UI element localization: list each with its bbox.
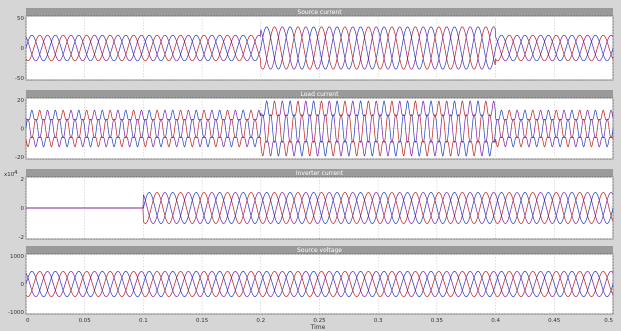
y-tick-label: 0 — [21, 46, 25, 52]
y-tick-label: 20 — [17, 98, 24, 104]
x-tick-label: 0.05 — [79, 318, 92, 324]
y-tick-label: -1000 — [8, 310, 24, 316]
subplot-title-bar — [26, 246, 613, 254]
y-tick-label: 1000 — [10, 254, 24, 260]
subplot-1: Source current 50 0 -50 — [15, 8, 614, 82]
subplot-title-bar — [26, 169, 613, 177]
y-tick-label: 0 — [21, 127, 25, 133]
waveform-phase-c — [26, 192, 614, 224]
subplot-title: Source voltage — [297, 247, 342, 254]
x-tick-label: 0 — [26, 318, 30, 324]
x-tick-label: 0.5 — [604, 318, 613, 324]
x-tick-label: 0.3 — [374, 318, 383, 324]
y-scale-multiplier: x10 — [4, 172, 15, 178]
y-scale-exponent: 4 — [14, 170, 18, 176]
x-tick-label: 0.45 — [548, 318, 561, 324]
subplot-2: Load current 20 0 -20 — [15, 90, 614, 161]
x-tick-label: 0.1 — [139, 318, 148, 324]
x-tick-label: 0.4 — [491, 318, 500, 324]
waveform-phase-c — [25, 26, 614, 70]
y-tick-label: 50 — [17, 16, 24, 22]
x-tick-label: 0.35 — [431, 318, 444, 324]
y-tick-label: 0 — [21, 206, 25, 212]
subplot-title-bar — [26, 8, 613, 16]
waveform-phase-b — [25, 271, 614, 297]
waveform-phase-a — [25, 26, 614, 70]
waveform-phase-c — [25, 100, 614, 157]
subplot-title: Source current — [297, 9, 342, 16]
subplot-3: Inverter current 2 0 -2 x10 4 — [4, 169, 614, 241]
waveform-phase-b — [25, 100, 614, 157]
y-tick-label: 2 — [21, 177, 25, 183]
waveform-phase-a — [25, 271, 614, 297]
y-tick-label: -20 — [15, 155, 24, 161]
x-tick-label: 0.2 — [256, 318, 265, 324]
subplot-title-bar — [26, 90, 613, 98]
x-tick-label: 0.15 — [196, 318, 209, 324]
waveform-phase-b — [25, 26, 614, 70]
subplot-4: Source voltage 1000 0 -1000 — [8, 246, 614, 316]
waveform-phase-c — [25, 271, 614, 297]
subplot-title: Inverter current — [296, 170, 344, 177]
y-tick-label: 0 — [21, 282, 25, 288]
y-tick-label: -2 — [19, 235, 24, 241]
waveform-phase-a — [25, 100, 614, 157]
subplot-title: Load current — [301, 91, 340, 98]
x-tick-label: 0.25 — [313, 318, 326, 324]
y-tick-label: -50 — [15, 76, 24, 82]
x-axis-label: Time — [310, 324, 326, 331]
